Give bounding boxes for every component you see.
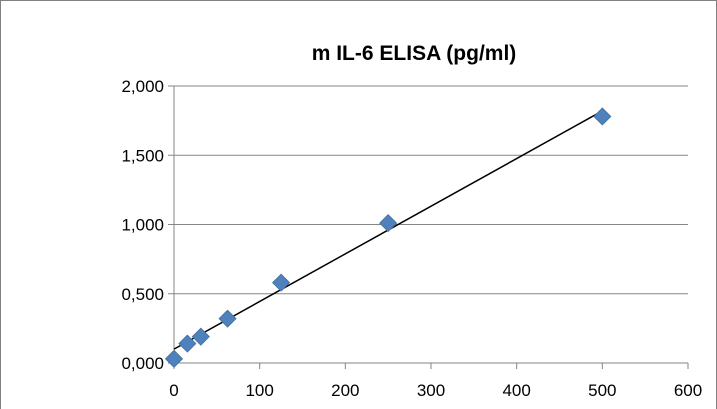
data-point	[218, 309, 237, 328]
x-tick-label: 200	[331, 381, 359, 400]
x-tick-label: 0	[169, 381, 178, 400]
x-tick-label: 500	[588, 381, 616, 400]
y-tick-label: 1,000	[121, 216, 164, 235]
data-points	[164, 107, 612, 368]
x-tick-label: 600	[674, 381, 702, 400]
data-point	[272, 273, 291, 292]
y-tick-label: 2,000	[121, 77, 164, 96]
axes	[168, 85, 689, 369]
x-tick-label: 400	[502, 381, 530, 400]
chart-title: m IL-6 ELISA (pg/ml)	[312, 42, 517, 65]
y-tick-label: 1,500	[121, 146, 164, 165]
data-point	[191, 327, 210, 346]
data-point	[164, 349, 184, 368]
y-tick-label: 0,500	[121, 285, 164, 304]
y-tick-label: 0,000	[121, 354, 164, 373]
y-tick-labels: 0,000 0,500 1,000 1,500 2,000	[121, 77, 164, 373]
x-tick-label: 300	[417, 381, 445, 400]
data-point	[379, 214, 398, 233]
data-point	[593, 107, 612, 126]
data-point	[178, 334, 197, 353]
x-tick-labels: 0 100 200 300 400 500 600	[169, 381, 702, 400]
gridlines	[174, 85, 688, 295]
x-tick-label: 100	[245, 381, 273, 400]
